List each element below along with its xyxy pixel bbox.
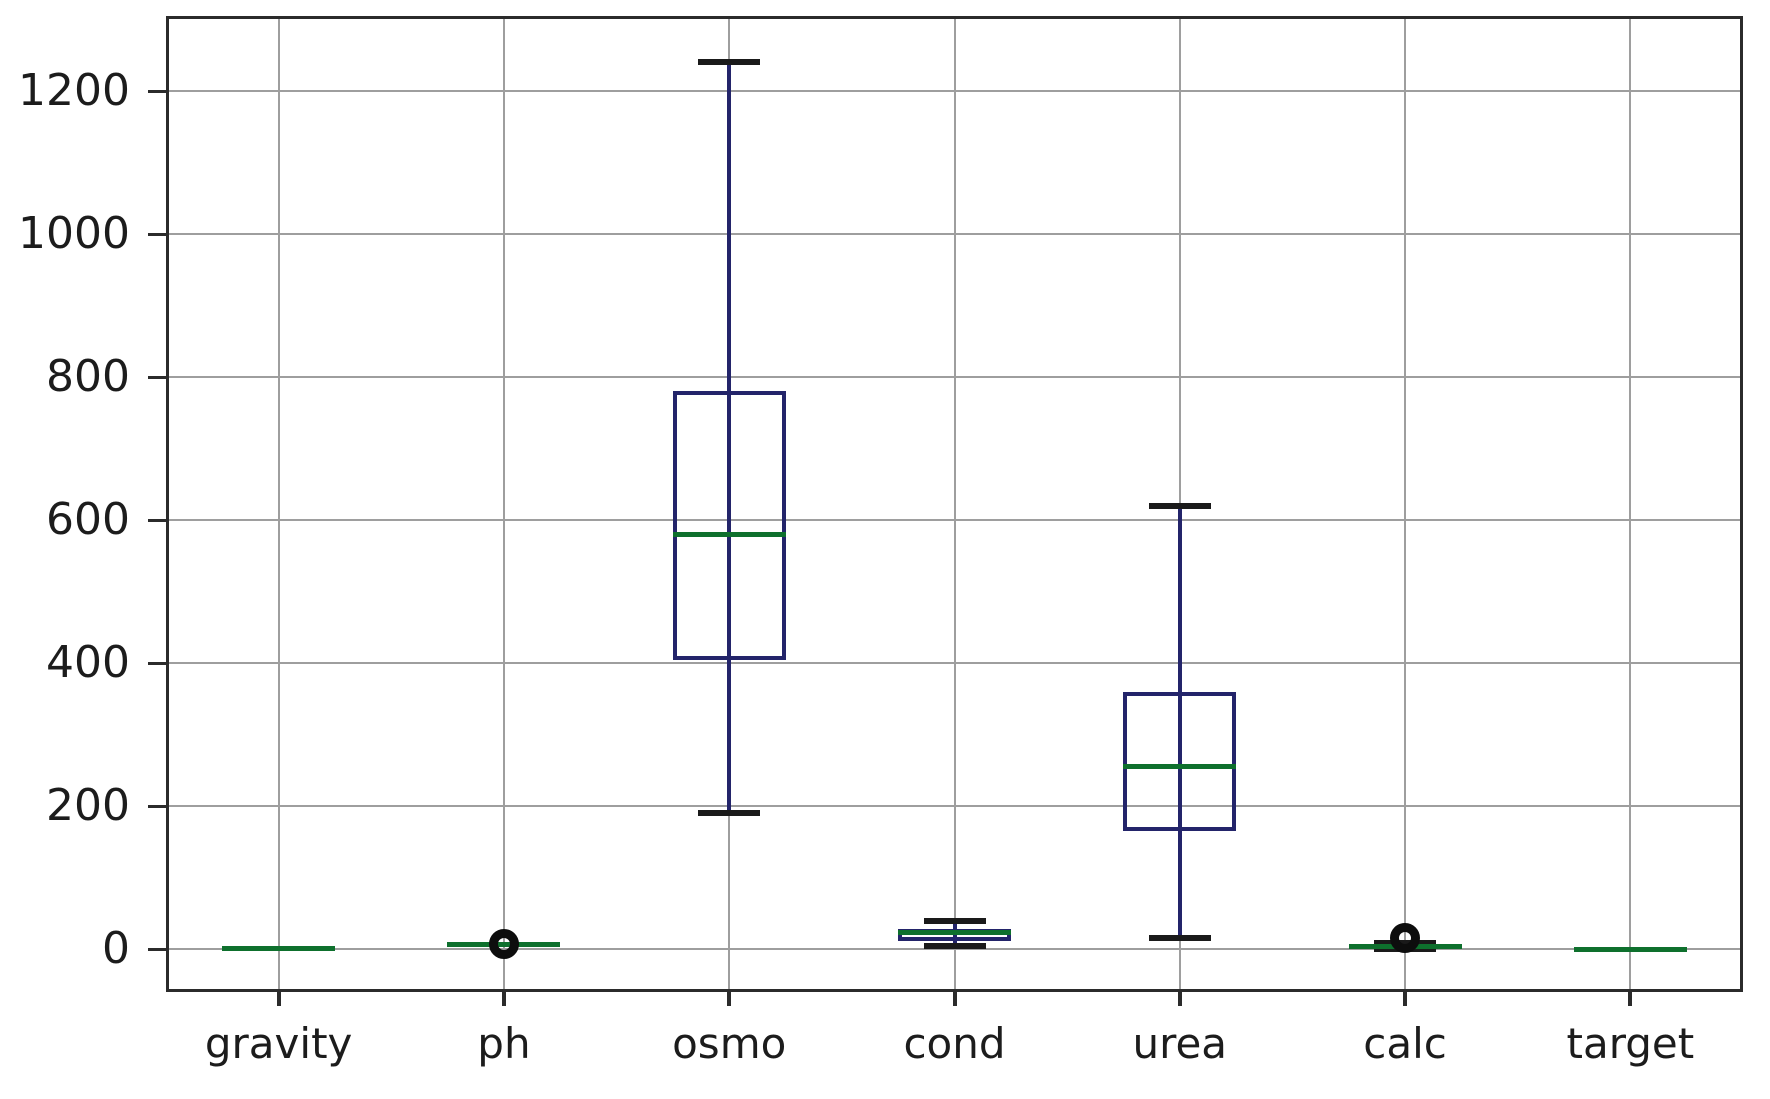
x-tick [952, 992, 957, 1006]
y-tick [148, 89, 166, 93]
x-tick-label: cond [903, 1019, 1006, 1068]
median-line [1573, 946, 1687, 952]
median-line [222, 945, 336, 951]
x-tick-label: osmo [672, 1019, 787, 1068]
whisker-cap [698, 810, 761, 817]
median-line [898, 930, 1011, 936]
x-tick-label: ph [477, 1019, 531, 1068]
x-tick [501, 992, 506, 1006]
x-gridline [1404, 19, 1407, 989]
x-tick [276, 992, 281, 1006]
x-tick [1628, 992, 1633, 1006]
y-tick [148, 947, 166, 951]
y-tick-label: 400 [46, 637, 130, 689]
y-tick [148, 375, 166, 379]
whisker-cap [923, 942, 986, 949]
box [1123, 691, 1237, 832]
x-gridline [1629, 19, 1632, 989]
x-tick [727, 992, 732, 1006]
x-tick-label: gravity [204, 1019, 353, 1068]
outlier-marker [1390, 923, 1421, 954]
x-gridline [953, 19, 956, 989]
y-tick-label: 0 [102, 923, 130, 975]
outlier-marker [488, 929, 519, 960]
x-tick [1177, 992, 1182, 1006]
y-tick-label: 200 [46, 780, 130, 832]
whisker-cap [698, 59, 761, 66]
y-tick [148, 661, 166, 665]
whisker-cap [1148, 502, 1211, 509]
x-tick-label: urea [1132, 1019, 1228, 1068]
plot-frame [166, 16, 1743, 992]
x-gridline [502, 19, 505, 989]
whisker-line [727, 62, 732, 814]
y-tick-label: 600 [46, 494, 130, 546]
whisker-cap [1148, 935, 1211, 942]
median-line [672, 531, 786, 537]
whisker-line [1177, 505, 1182, 939]
y-tick [148, 518, 166, 522]
y-tick-label: 800 [46, 351, 130, 403]
x-tick-label: target [1566, 1019, 1695, 1068]
y-tick-label: 1200 [18, 65, 130, 117]
x-tick-label: calc [1363, 1019, 1447, 1068]
y-tick-label: 1000 [18, 208, 130, 260]
y-tick [148, 804, 166, 808]
x-tick [1403, 992, 1408, 1006]
whisker-cap [923, 918, 986, 925]
y-tick [148, 232, 166, 236]
median-line [1123, 764, 1237, 770]
x-gridline [277, 19, 280, 989]
box [672, 391, 786, 660]
